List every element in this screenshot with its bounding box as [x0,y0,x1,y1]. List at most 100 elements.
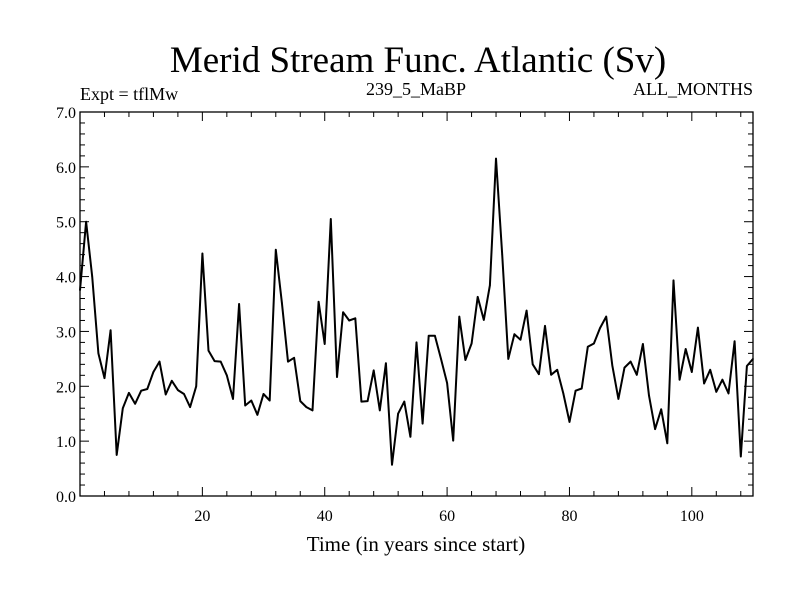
data-point [85,220,87,223]
data-point [293,357,295,359]
data-point [403,400,406,403]
data-point [513,333,516,336]
data-point [587,346,589,348]
plot-frame [79,111,754,497]
data-point [672,279,675,282]
subtitle-experiment: Expt = tflMw [80,84,178,104]
data-point [483,319,485,321]
data-point [446,382,448,384]
data-point [164,393,167,396]
data-point [189,406,191,408]
data-point [207,349,210,352]
data-point [733,340,736,343]
data-point [385,362,387,365]
y-tick-label: 7.0 [56,105,76,122]
data-point [201,252,204,255]
data-point [427,335,430,337]
data-point [183,393,185,395]
data-point [648,394,650,397]
data-point [556,369,558,371]
data-point [171,380,173,382]
data-point [525,309,528,312]
data-point [213,360,216,362]
y-tick-label: 3.0 [56,324,76,341]
data-point [152,371,155,373]
data-point [336,376,338,378]
y-tick-label: 2.0 [56,379,76,396]
data-point [507,358,510,360]
data-point [244,404,246,407]
data-point [501,253,504,256]
data-point [103,377,106,379]
data-point [311,409,314,412]
data-point [134,403,136,405]
data-point [97,352,100,355]
data-point [146,388,149,390]
y-tick-label: 6.0 [56,160,76,177]
data-point [623,366,626,369]
chart-title: Merid Stream Func. Atlantic (Sv) [170,40,666,81]
data-point [391,463,393,466]
data-point [360,400,363,403]
x-axis-label: Time (in years since start) [307,532,526,556]
data-point [140,389,142,392]
data-point [721,378,724,381]
data-point [709,369,711,371]
data-point [574,389,577,392]
x-tick-label: 80 [561,508,577,525]
data-point [268,399,271,402]
data-point [195,385,197,388]
data-point [611,364,614,367]
data-point [495,157,497,160]
x-tick-label: 100 [680,508,704,525]
data-point [275,248,277,251]
data-point [262,393,265,395]
data-point [568,421,571,423]
subtitle-months: ALL_MONTHS [633,79,753,99]
data-point [544,325,546,327]
data-point [232,398,234,400]
data-point [464,359,467,361]
data-point [122,407,124,410]
data-point [305,406,308,408]
data-point [281,302,283,304]
data-point [684,348,687,350]
data-point [703,382,705,385]
data-point [115,454,118,456]
x-axis: 20 40 60 80 100 [103,112,742,525]
data-point [715,391,718,393]
data-point [348,319,351,322]
data-point [299,400,302,402]
data-point [531,363,534,366]
data-point [109,329,112,332]
data-point [366,400,369,402]
data-point [489,284,491,287]
data-point [580,387,583,390]
data-point [593,342,595,345]
data-point [250,399,253,402]
data-point [317,301,320,303]
y-tick-label: 5.0 [56,215,76,232]
y-axis: 0.0 1.0 2.0 3.0 4.0 5.0 6.0 7.0 [56,105,753,506]
data-point [238,303,240,305]
data-point [256,414,259,416]
series-points [79,157,754,466]
data-point [91,275,93,278]
data-point [599,327,601,329]
series-line [79,157,754,466]
x-tick-label: 40 [317,508,333,525]
data-point [409,436,412,438]
data-point [342,311,344,314]
data-point [697,326,699,329]
data-point [219,360,222,363]
data-point [617,398,620,400]
data-point [660,408,662,411]
data-point [421,422,424,425]
data-point [330,218,332,220]
data-point [642,343,644,345]
subtitle-run-id: 239_5_MaBP [366,79,466,99]
data-point [636,374,638,376]
data-point [177,389,179,391]
data-point [440,358,442,360]
data-point [519,338,522,341]
